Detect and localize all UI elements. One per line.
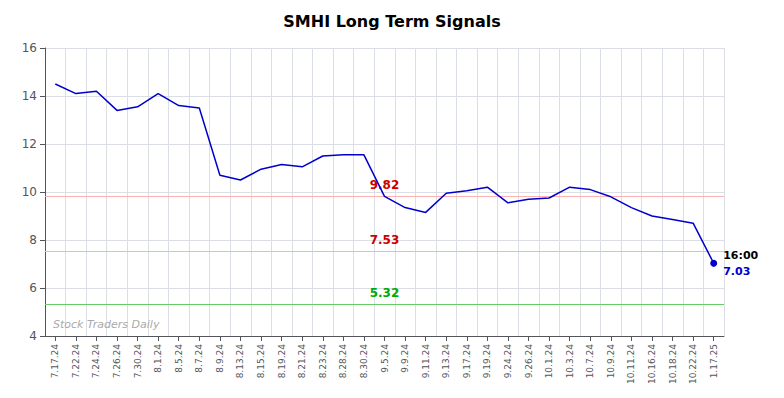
svg-text:1.17.25: 1.17.25 <box>709 344 719 378</box>
svg-text:5.32: 5.32 <box>370 286 400 300</box>
svg-text:10.3.24: 10.3.24 <box>565 344 575 379</box>
svg-text:10.11.24: 10.11.24 <box>626 344 636 384</box>
svg-text:10.7.24: 10.7.24 <box>585 344 595 379</box>
svg-text:10.18.24: 10.18.24 <box>668 344 678 384</box>
svg-text:9.24.24: 9.24.24 <box>503 344 513 379</box>
svg-text:10.16.24: 10.16.24 <box>647 344 657 384</box>
svg-text:8.13.24: 8.13.24 <box>235 344 245 379</box>
svg-text:SMHI Long Term Signals: SMHI Long Term Signals <box>283 12 500 31</box>
svg-text:8.1.24: 8.1.24 <box>153 344 163 373</box>
svg-text:7.53: 7.53 <box>370 233 400 247</box>
svg-text:6: 6 <box>29 281 37 295</box>
svg-text:14: 14 <box>22 89 37 103</box>
svg-text:4: 4 <box>29 329 37 343</box>
svg-text:8.19.24: 8.19.24 <box>277 344 287 379</box>
svg-text:16: 16 <box>22 41 37 55</box>
svg-text:7.17.24: 7.17.24 <box>50 344 60 379</box>
svg-text:7.03: 7.03 <box>723 265 750 278</box>
svg-text:9.9.24: 9.9.24 <box>400 344 410 373</box>
svg-text:9.13.24: 9.13.24 <box>441 344 451 379</box>
svg-text:10.9.24: 10.9.24 <box>606 344 616 379</box>
svg-text:16:00: 16:00 <box>723 249 758 262</box>
svg-text:8.7.24: 8.7.24 <box>194 344 204 373</box>
svg-text:9.19.24: 9.19.24 <box>482 344 492 379</box>
svg-text:9.26.24: 9.26.24 <box>524 344 534 379</box>
svg-text:7.30.24: 7.30.24 <box>133 344 143 379</box>
svg-text:9.17.24: 9.17.24 <box>462 344 472 379</box>
svg-text:7.24.24: 7.24.24 <box>91 344 101 379</box>
svg-text:8.28.24: 8.28.24 <box>338 344 348 379</box>
svg-text:8.30.24: 8.30.24 <box>359 344 369 379</box>
svg-text:8.5.24: 8.5.24 <box>174 344 184 373</box>
svg-text:9.11.24: 9.11.24 <box>421 344 431 379</box>
svg-text:12: 12 <box>22 137 37 151</box>
svg-text:8.9.24: 8.9.24 <box>215 344 225 373</box>
svg-text:10.1.24: 10.1.24 <box>544 344 554 379</box>
svg-text:9.82: 9.82 <box>370 178 400 192</box>
svg-text:Stock Traders Daily: Stock Traders Daily <box>53 318 160 331</box>
svg-text:8.15.24: 8.15.24 <box>256 344 266 379</box>
svg-text:8.23.24: 8.23.24 <box>318 344 328 379</box>
svg-text:7.22.24: 7.22.24 <box>71 344 81 379</box>
svg-text:10.22.24: 10.22.24 <box>688 344 698 384</box>
svg-text:8.21.24: 8.21.24 <box>297 344 307 379</box>
svg-text:7.26.24: 7.26.24 <box>112 344 122 379</box>
svg-text:9.5.24: 9.5.24 <box>380 344 390 373</box>
svg-text:10: 10 <box>22 185 37 199</box>
svg-text:8: 8 <box>29 233 37 247</box>
